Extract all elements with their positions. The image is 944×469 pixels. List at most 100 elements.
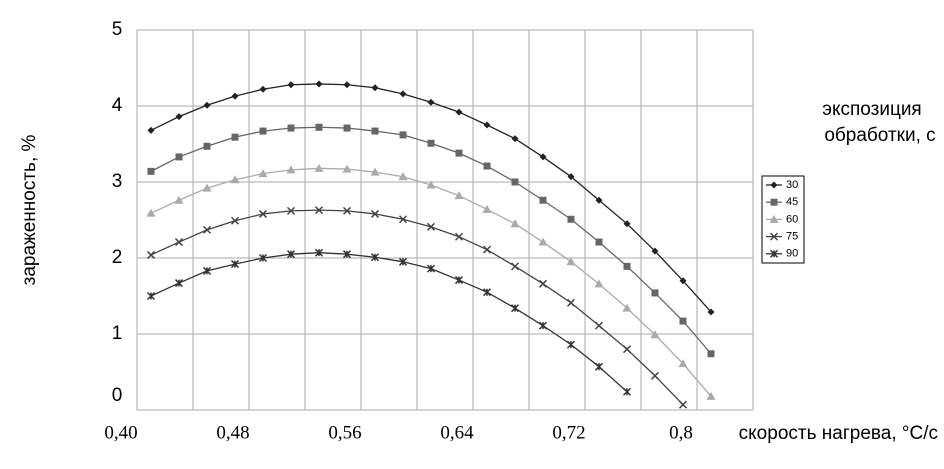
marker	[147, 126, 155, 134]
marker	[427, 139, 435, 147]
marker	[259, 127, 267, 135]
marker	[707, 350, 715, 358]
marker	[174, 238, 184, 247]
marker	[539, 153, 547, 161]
marker	[399, 131, 407, 139]
legend-label: 30	[786, 179, 798, 191]
marker	[146, 291, 156, 301]
marker	[623, 262, 631, 270]
marker	[482, 288, 492, 297]
y-tick-label: 0	[112, 385, 123, 406]
marker	[567, 173, 575, 181]
marker	[426, 264, 436, 273]
marker	[567, 215, 575, 223]
x-tick-label: 0,72	[552, 422, 585, 443]
marker	[769, 214, 779, 223]
marker	[510, 219, 520, 228]
marker	[342, 250, 352, 259]
marker	[538, 279, 548, 288]
x-axis-label: скорость нагрева, °С/с	[739, 423, 938, 444]
marker	[622, 303, 632, 312]
marker	[679, 317, 687, 325]
marker	[231, 133, 239, 141]
marker	[175, 153, 183, 161]
marker	[483, 121, 491, 129]
marker	[203, 101, 211, 109]
x-tick-label: 0,40	[104, 422, 137, 443]
marker	[202, 266, 212, 275]
marker	[650, 371, 660, 380]
marker	[286, 250, 296, 259]
legend-title: экспозиция	[822, 99, 921, 120]
marker	[511, 178, 519, 186]
marker	[454, 191, 464, 200]
marker	[342, 206, 352, 215]
marker	[175, 113, 183, 121]
marker	[314, 163, 324, 172]
marker	[707, 308, 715, 316]
legend-label: 45	[786, 196, 798, 208]
marker	[595, 238, 603, 246]
marker	[566, 257, 576, 266]
x-tick-label: 0,64	[440, 422, 474, 443]
marker	[594, 362, 604, 371]
marker	[314, 248, 324, 257]
marker	[342, 164, 352, 173]
legend-title: обработки, с	[824, 125, 935, 146]
marker	[426, 180, 436, 189]
x-tick-label: 0,48	[216, 422, 249, 443]
marker	[287, 81, 295, 89]
marker	[622, 387, 632, 396]
marker	[286, 206, 296, 215]
marker	[510, 304, 520, 313]
marker	[651, 247, 659, 255]
marker	[706, 391, 716, 400]
series-line	[150, 209, 684, 406]
marker	[146, 208, 156, 217]
marker	[174, 279, 184, 288]
marker	[595, 196, 603, 204]
marker	[454, 276, 464, 285]
marker	[258, 169, 268, 178]
marker	[455, 108, 463, 116]
marker	[566, 340, 576, 349]
marker	[371, 127, 379, 135]
marker	[231, 92, 239, 100]
marker	[370, 253, 380, 262]
marker	[286, 165, 296, 174]
y-tick-label: 5	[112, 19, 123, 40]
marker	[594, 279, 604, 288]
marker	[455, 149, 463, 157]
marker	[146, 250, 156, 259]
marker	[770, 198, 778, 206]
marker	[174, 195, 184, 204]
marker	[203, 142, 211, 150]
marker	[769, 249, 779, 258]
marker	[650, 330, 660, 339]
marker	[510, 262, 520, 271]
marker	[769, 232, 779, 241]
marker	[202, 225, 212, 234]
marker	[315, 80, 323, 88]
plot-area	[136, 29, 754, 411]
marker	[622, 345, 632, 354]
marker	[454, 232, 464, 241]
marker	[370, 167, 380, 176]
marker	[315, 123, 323, 131]
legend-label: 90	[786, 248, 798, 260]
marker	[259, 85, 267, 93]
marker	[314, 206, 324, 215]
marker	[538, 321, 548, 330]
marker	[398, 257, 408, 266]
marker	[594, 321, 604, 330]
x-tick-label: 0,56	[328, 422, 361, 443]
marker	[287, 124, 295, 132]
series-line	[150, 252, 628, 393]
marker	[399, 90, 407, 98]
y-tick-label: 4	[112, 95, 123, 116]
x-tick-label: 0,8	[669, 422, 693, 443]
marker	[230, 260, 240, 269]
marker	[651, 289, 659, 297]
marker	[258, 253, 268, 263]
